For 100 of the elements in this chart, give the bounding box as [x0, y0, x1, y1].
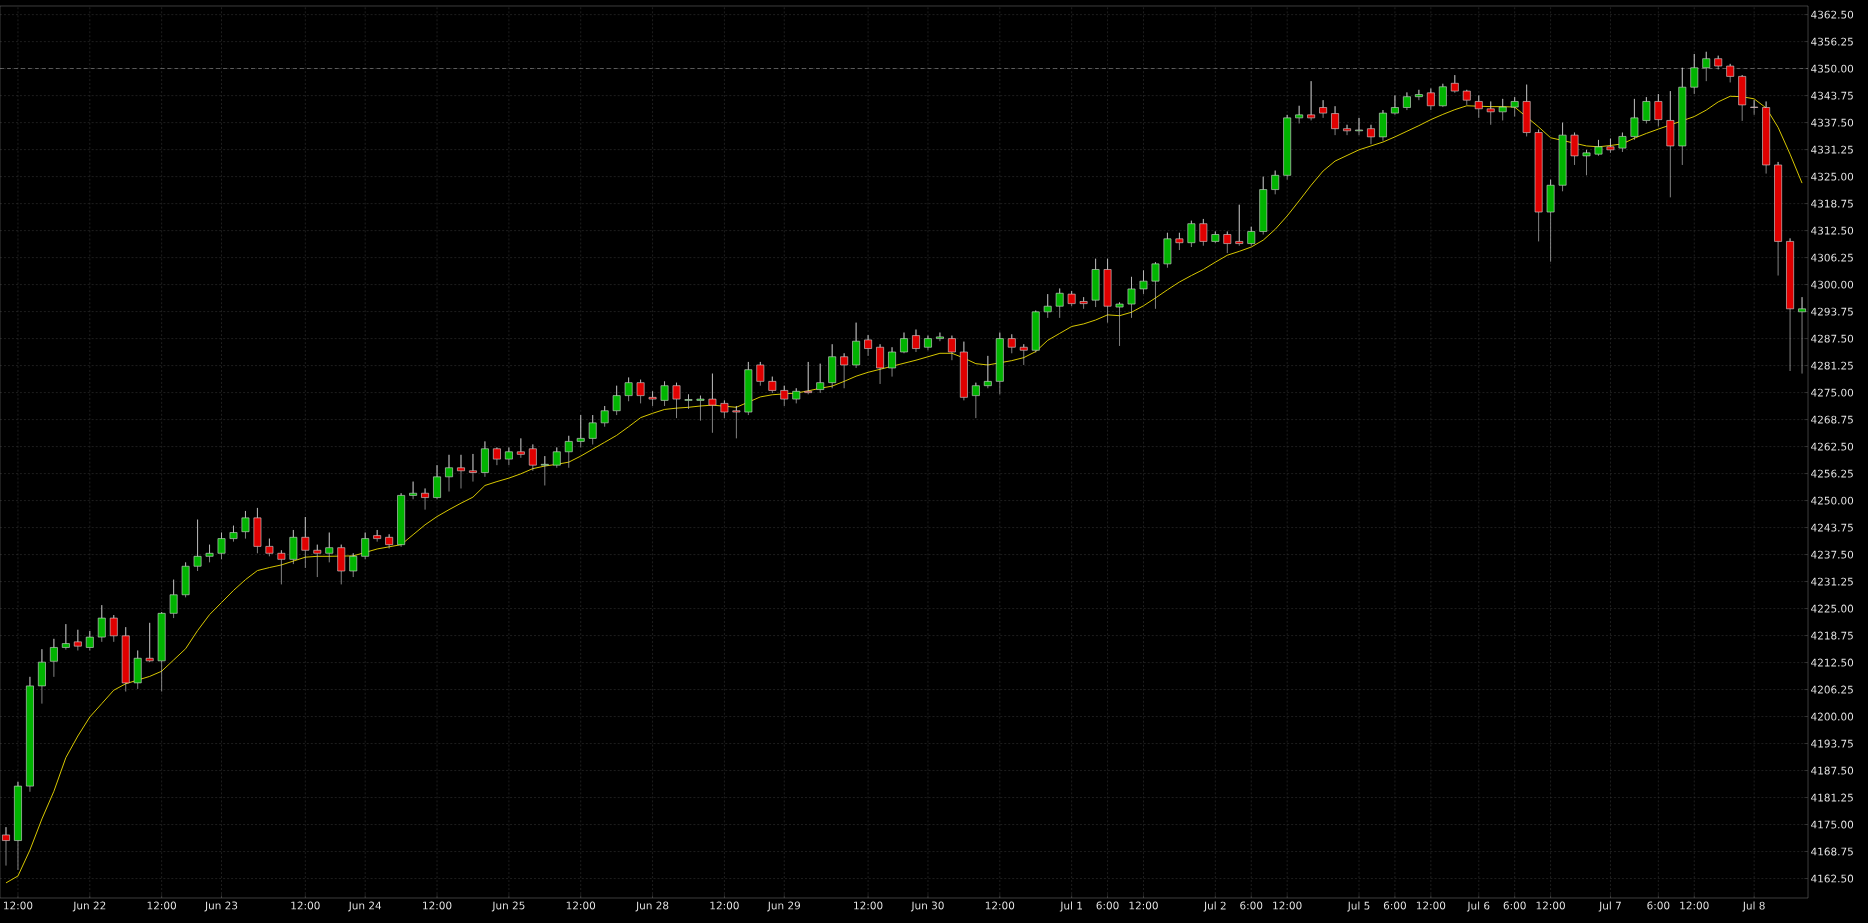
y-tick-label: 4181.25 [1811, 793, 1853, 802]
candlestick [1211, 231, 1220, 244]
x-tick-label: 12:00 [1273, 901, 1302, 910]
x-tick-label: Jun 28 [635, 901, 669, 912]
y-tick-label: 4193.75 [1811, 739, 1853, 748]
candlestick [349, 552, 358, 578]
candlestick [241, 510, 250, 539]
candlestick [1235, 204, 1244, 247]
candlestick [1474, 95, 1483, 119]
candlestick [1594, 139, 1603, 157]
candlestick [1067, 290, 1076, 307]
y-tick-label: 4250.00 [1811, 496, 1854, 505]
candlestick [588, 414, 597, 445]
x-tick-label: 12:00 [423, 901, 452, 910]
candlestick [181, 562, 190, 598]
candlestick [1019, 343, 1028, 366]
candlestick [1223, 231, 1232, 254]
candlestick [169, 579, 178, 619]
candlestick [313, 544, 322, 578]
candlestick [26, 676, 34, 793]
candlestick [828, 343, 837, 389]
x-tick-label: 6:00 [1096, 901, 1119, 910]
candlestick [433, 464, 441, 500]
candlestick [337, 544, 346, 585]
candlestick [1558, 122, 1567, 192]
y-tick-label: 4231.25 [1811, 577, 1853, 586]
candlestick [804, 361, 813, 395]
candlestick [648, 391, 657, 407]
x-tick-label: 12:00 [147, 901, 177, 910]
x-tick-label: 6:00 [1240, 901, 1263, 910]
candlestick [481, 441, 489, 478]
candlestick [1714, 55, 1723, 70]
candlestick [1762, 101, 1771, 174]
x-tick-label: 12:00 [291, 901, 320, 910]
candlestick [1630, 98, 1639, 141]
candlestick [1091, 258, 1100, 308]
candlestick [397, 492, 406, 548]
candlestick [1007, 333, 1016, 354]
candlestick [193, 519, 202, 572]
candlestick [816, 363, 825, 394]
candlestick [301, 516, 310, 569]
candlestick [1462, 89, 1471, 106]
candlestick [540, 455, 549, 486]
x-tick-label: Jul 2 [1203, 901, 1226, 912]
candlestick [564, 435, 573, 469]
y-tick-label: 4293.75 [1811, 307, 1853, 316]
x-tick-label: 12:00 [566, 901, 596, 910]
candlestick [780, 385, 789, 407]
candlestick [504, 447, 513, 466]
candlestick [1426, 88, 1435, 111]
y-tick-label: 4350.00 [1811, 64, 1854, 73]
candlestick [936, 332, 944, 342]
candlestick [1199, 218, 1208, 247]
x-tick-label: Jul 8 [1742, 901, 1765, 912]
candlestick [1750, 99, 1759, 116]
x-tick-label: 12:00 [1416, 901, 1446, 910]
candlestick [469, 453, 477, 482]
candlestick [1163, 232, 1172, 269]
candlestick [145, 622, 154, 663]
y-tick-label: 4281.25 [1811, 361, 1853, 370]
candlestick [948, 335, 956, 361]
y-tick-label: 4331.25 [1811, 145, 1853, 154]
candlestick [1786, 238, 1794, 372]
candlestick [1570, 132, 1579, 166]
candlestick [756, 361, 765, 386]
candlestick [1534, 129, 1543, 242]
y-tick-label: 4300.00 [1811, 280, 1854, 289]
candlestick [229, 525, 238, 542]
candlestick [1175, 232, 1184, 251]
y-tick-label: 4175.00 [1811, 820, 1854, 829]
candlestick [1522, 84, 1531, 137]
candlestick [1450, 74, 1459, 94]
x-tick-label: Jun 25 [491, 901, 525, 912]
candlestick [1642, 96, 1651, 124]
x-tick-label: Jul 7 [1598, 901, 1621, 912]
x-tick-label: Jun 24 [348, 901, 382, 912]
candlestick [1486, 101, 1495, 126]
candlestick [900, 332, 908, 354]
candlestick [1546, 179, 1555, 263]
candlestick [971, 382, 980, 419]
y-tick-label: 4200.00 [1811, 712, 1854, 721]
candlestick [61, 623, 70, 650]
candlestick [576, 414, 585, 448]
candlestick [1139, 270, 1148, 295]
x-tick-label: 6:00 [1647, 901, 1670, 910]
candlestick [744, 361, 753, 416]
y-tick-label: 4318.75 [1811, 199, 1853, 208]
candlestick [97, 604, 106, 643]
y-tick-label: 4262.50 [1811, 442, 1854, 451]
y-tick-label: 4225.00 [1811, 604, 1854, 613]
x-tick-label: Jul 1 [1059, 901, 1082, 912]
candlestick [1606, 138, 1615, 154]
candlestick [1618, 132, 1627, 153]
candlestick [1103, 258, 1112, 323]
candlestick [1391, 95, 1399, 116]
candlestick [361, 532, 370, 560]
candlestick [1774, 161, 1782, 276]
x-tick-label: Jun 30 [910, 901, 944, 912]
candlestick [1498, 98, 1507, 121]
candlestick [924, 335, 932, 351]
